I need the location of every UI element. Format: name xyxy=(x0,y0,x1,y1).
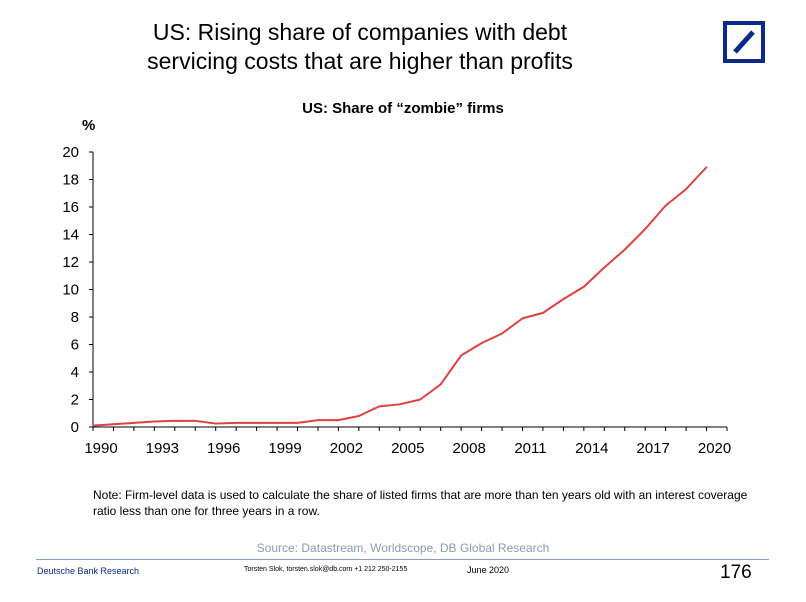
data-point xyxy=(480,342,483,344)
x-tick-label: 1993 xyxy=(146,440,179,457)
zombie-firms-line-chart: 0 2 4 6 8 10 12 14 16 18 20 1990 1993 1996 1999 2002 200… xyxy=(62,144,731,457)
data-point xyxy=(583,285,585,288)
y-tick-label: 12 xyxy=(62,254,79,271)
deutsche-bank-logo xyxy=(723,21,765,63)
data-point xyxy=(214,422,217,425)
series-line-zombie-share xyxy=(92,166,708,427)
data-point xyxy=(603,266,606,269)
data-point xyxy=(419,398,422,401)
data-point xyxy=(276,422,278,424)
data-point xyxy=(358,415,360,417)
footer-brand: Deutsche Bank Research xyxy=(37,566,140,576)
data-point xyxy=(542,312,544,314)
x-tick-label: 2005 xyxy=(391,440,424,457)
x-tick-label: 1990 xyxy=(84,440,117,457)
data-point xyxy=(194,420,197,422)
source-text: Source: Datastream, Worldscope, DB Globa… xyxy=(256,541,550,555)
page-number: 176 xyxy=(720,562,752,583)
x-tick-label: 2014 xyxy=(575,440,608,457)
footer-divider xyxy=(36,559,769,560)
data-point xyxy=(501,332,503,335)
data-point xyxy=(296,422,299,424)
data-point xyxy=(644,228,646,230)
data-point xyxy=(317,419,319,421)
slide-title-line-1: US: Rising share of companies with debt xyxy=(152,19,568,45)
y-tick-label: 6 xyxy=(71,337,79,354)
data-point xyxy=(562,298,565,300)
y-axis-unit-label: % xyxy=(82,117,96,134)
x-tick-label: 2011 xyxy=(514,440,546,457)
chart-title: US: Share of “zombie” firms xyxy=(302,100,504,117)
chart-note: Note: Firm-level data is used to calcula… xyxy=(93,488,748,518)
data-point xyxy=(133,422,135,424)
slide-title: US: Rising share of companies with debt … xyxy=(100,18,620,76)
footer-contact: Torsten Slok, torsten.slok@db.com +1 212… xyxy=(244,566,408,573)
data-point xyxy=(521,317,524,320)
x-tick-label: 2017 xyxy=(637,440,670,457)
footer-date: June 2020 xyxy=(467,565,510,575)
slide-title-line-2: servicing costs that are higher than pro… xyxy=(147,48,573,74)
data-point xyxy=(705,166,708,168)
x-tick-label: 2008 xyxy=(452,440,485,457)
data-point xyxy=(398,403,401,406)
y-tick-label: 14 xyxy=(62,227,79,244)
x-tick-label: 2002 xyxy=(330,440,363,457)
data-point xyxy=(623,248,626,251)
y-tick-label: 20 xyxy=(62,144,79,161)
data-point xyxy=(255,422,258,424)
data-point xyxy=(153,420,156,423)
y-tick-label: 10 xyxy=(62,282,79,299)
data-point xyxy=(439,383,442,386)
data-point xyxy=(460,354,462,357)
y-tick-label: 16 xyxy=(62,199,79,216)
data-point xyxy=(174,420,176,422)
y-tick-label: 0 xyxy=(71,419,79,436)
data-point xyxy=(337,419,340,421)
y-tick-label: 2 xyxy=(71,392,79,409)
x-tick-label: 2020 xyxy=(698,440,731,457)
data-point xyxy=(235,422,237,424)
x-tick-label: 1996 xyxy=(207,440,240,457)
data-point xyxy=(92,424,94,427)
data-point xyxy=(112,423,115,426)
data-point xyxy=(664,204,667,207)
y-tick-label: 8 xyxy=(71,309,79,326)
x-tick-label: 1999 xyxy=(268,440,301,457)
y-tick-label: 4 xyxy=(71,364,79,381)
data-point xyxy=(685,188,687,190)
data-point xyxy=(378,405,381,408)
y-tick-label: 18 xyxy=(62,172,79,189)
